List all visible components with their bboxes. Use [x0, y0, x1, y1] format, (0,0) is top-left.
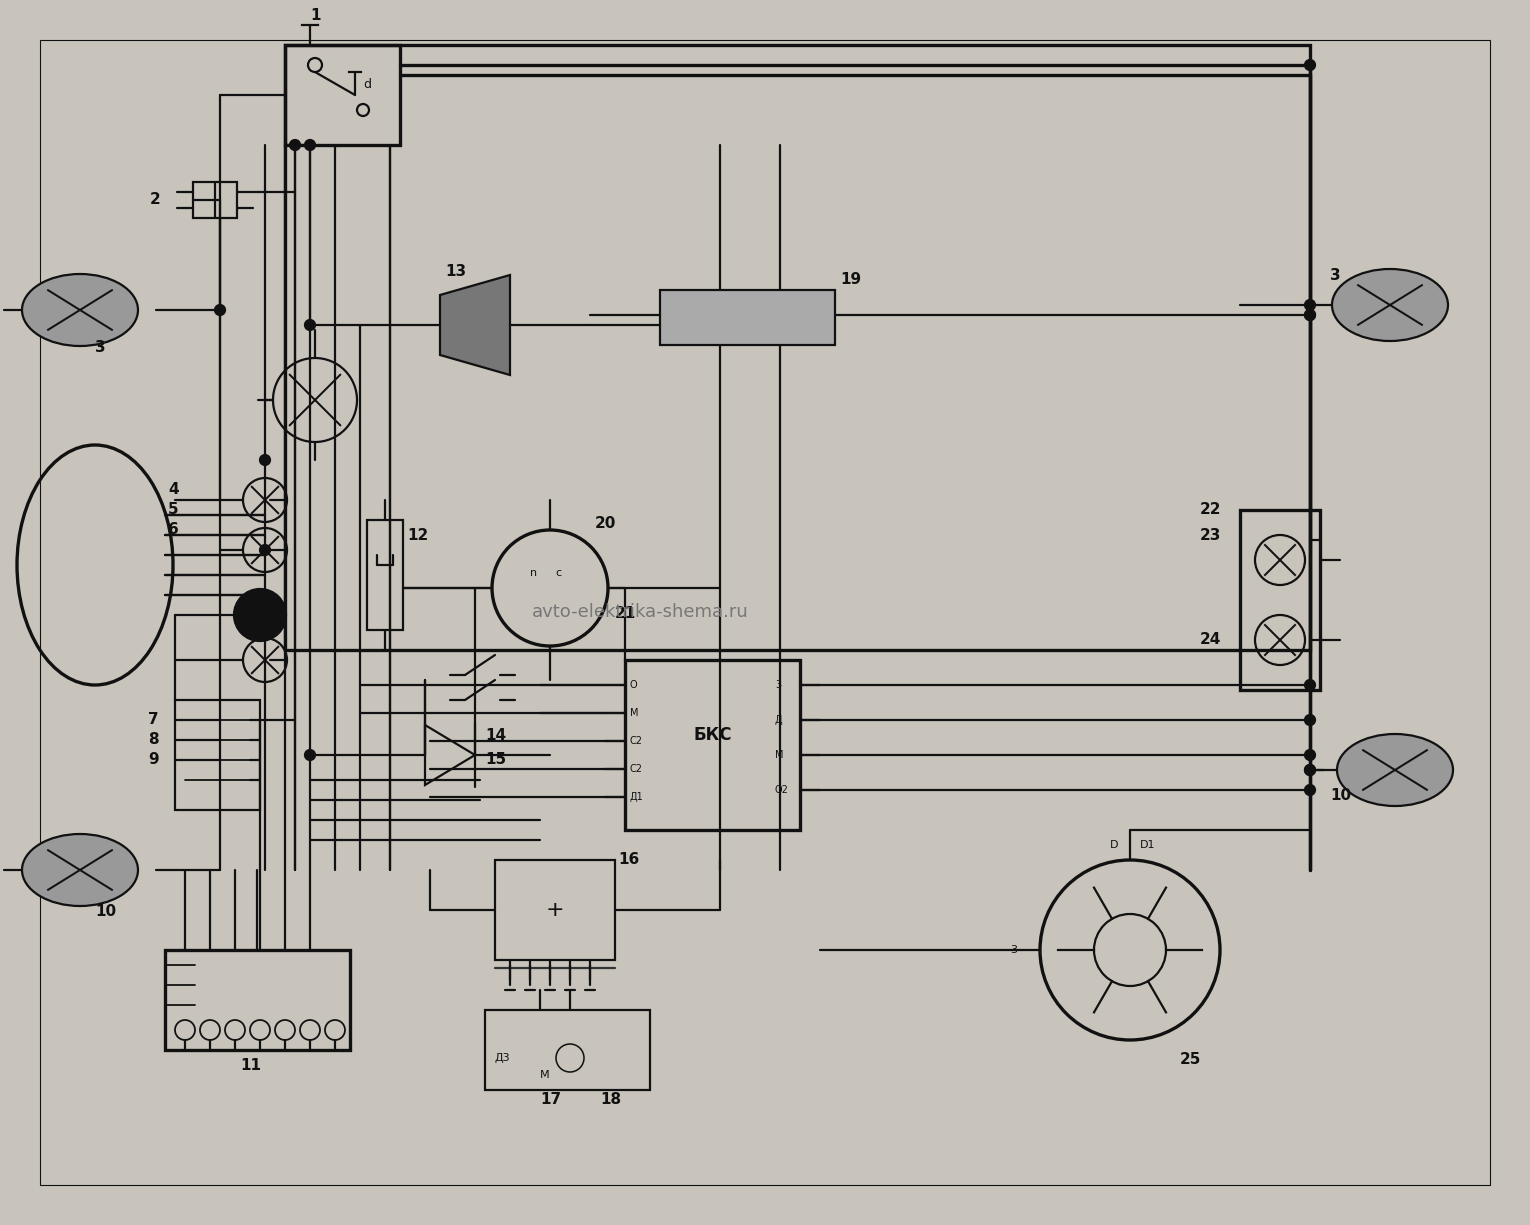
Text: М: М	[540, 1069, 549, 1080]
Text: 1: 1	[311, 7, 320, 22]
Circle shape	[1305, 680, 1314, 690]
Circle shape	[1305, 764, 1314, 775]
Circle shape	[1305, 764, 1314, 775]
Circle shape	[1305, 60, 1314, 70]
Circle shape	[304, 750, 315, 759]
Text: 10: 10	[95, 904, 116, 920]
Text: С2: С2	[630, 764, 643, 774]
Text: 14: 14	[485, 728, 506, 742]
Bar	[659, 290, 835, 345]
Text: 24: 24	[1200, 632, 1221, 648]
Bar	[367, 519, 402, 630]
Text: Д: Д	[776, 715, 783, 725]
Circle shape	[234, 589, 286, 641]
Text: +: +	[546, 900, 565, 920]
Bar	[174, 699, 260, 810]
Polygon shape	[441, 274, 509, 375]
Text: 3: 3	[1010, 944, 1017, 956]
Circle shape	[304, 320, 315, 330]
Text: 3: 3	[776, 680, 782, 690]
Bar	[1239, 510, 1320, 690]
Circle shape	[1305, 785, 1314, 795]
Bar	[285, 45, 399, 145]
Text: 9: 9	[148, 752, 159, 768]
Circle shape	[216, 305, 225, 315]
Text: 13: 13	[445, 265, 467, 279]
Circle shape	[260, 545, 269, 555]
Ellipse shape	[21, 834, 138, 906]
Text: 22: 22	[1200, 502, 1221, 517]
Text: 7: 7	[148, 713, 159, 728]
Text: 6: 6	[168, 523, 179, 538]
Text: 5: 5	[168, 502, 179, 517]
Bar	[485, 1009, 650, 1090]
Text: Д1: Д1	[630, 793, 644, 802]
Circle shape	[1305, 300, 1314, 310]
Text: 16: 16	[618, 853, 640, 867]
Text: 4: 4	[168, 483, 179, 497]
Bar	[165, 951, 350, 1050]
Circle shape	[304, 140, 315, 149]
Circle shape	[1305, 310, 1314, 320]
Ellipse shape	[1337, 734, 1454, 806]
Text: 15: 15	[485, 752, 506, 768]
Text: c: c	[555, 568, 562, 578]
Text: 23: 23	[1200, 528, 1221, 543]
Circle shape	[260, 454, 269, 466]
Ellipse shape	[21, 274, 138, 345]
Text: Д3: Д3	[496, 1054, 511, 1063]
Text: БКС: БКС	[693, 726, 731, 744]
Text: 20: 20	[595, 516, 617, 530]
Text: 18: 18	[600, 1093, 621, 1107]
Text: 2: 2	[150, 192, 161, 207]
Text: d: d	[363, 78, 370, 92]
Text: 11: 11	[240, 1057, 262, 1073]
Text: 3: 3	[95, 341, 106, 355]
Text: С2: С2	[630, 736, 643, 746]
Bar	[193, 183, 237, 218]
Text: М: М	[630, 708, 638, 718]
Text: О: О	[630, 680, 638, 690]
Bar	[496, 860, 615, 960]
Circle shape	[1305, 715, 1314, 725]
Bar	[285, 45, 1310, 650]
Circle shape	[291, 140, 300, 149]
Text: 8: 8	[148, 733, 159, 747]
Ellipse shape	[1333, 270, 1447, 341]
Text: 17: 17	[540, 1093, 562, 1107]
Text: n: n	[529, 568, 537, 578]
Text: D1: D1	[1140, 840, 1155, 850]
Bar	[624, 660, 800, 831]
Text: 3: 3	[1330, 267, 1340, 283]
Text: 19: 19	[840, 272, 861, 288]
Text: avto-elektrika-shema.ru: avto-elektrika-shema.ru	[531, 603, 748, 621]
Text: 21: 21	[615, 605, 636, 621]
Text: D: D	[1109, 840, 1118, 850]
Circle shape	[1305, 310, 1314, 320]
Text: 12: 12	[407, 528, 428, 543]
Text: 25: 25	[1180, 1052, 1201, 1067]
Text: 10: 10	[1330, 788, 1351, 802]
Circle shape	[1305, 750, 1314, 759]
Text: М: М	[776, 750, 783, 759]
Text: О2: О2	[776, 785, 789, 795]
